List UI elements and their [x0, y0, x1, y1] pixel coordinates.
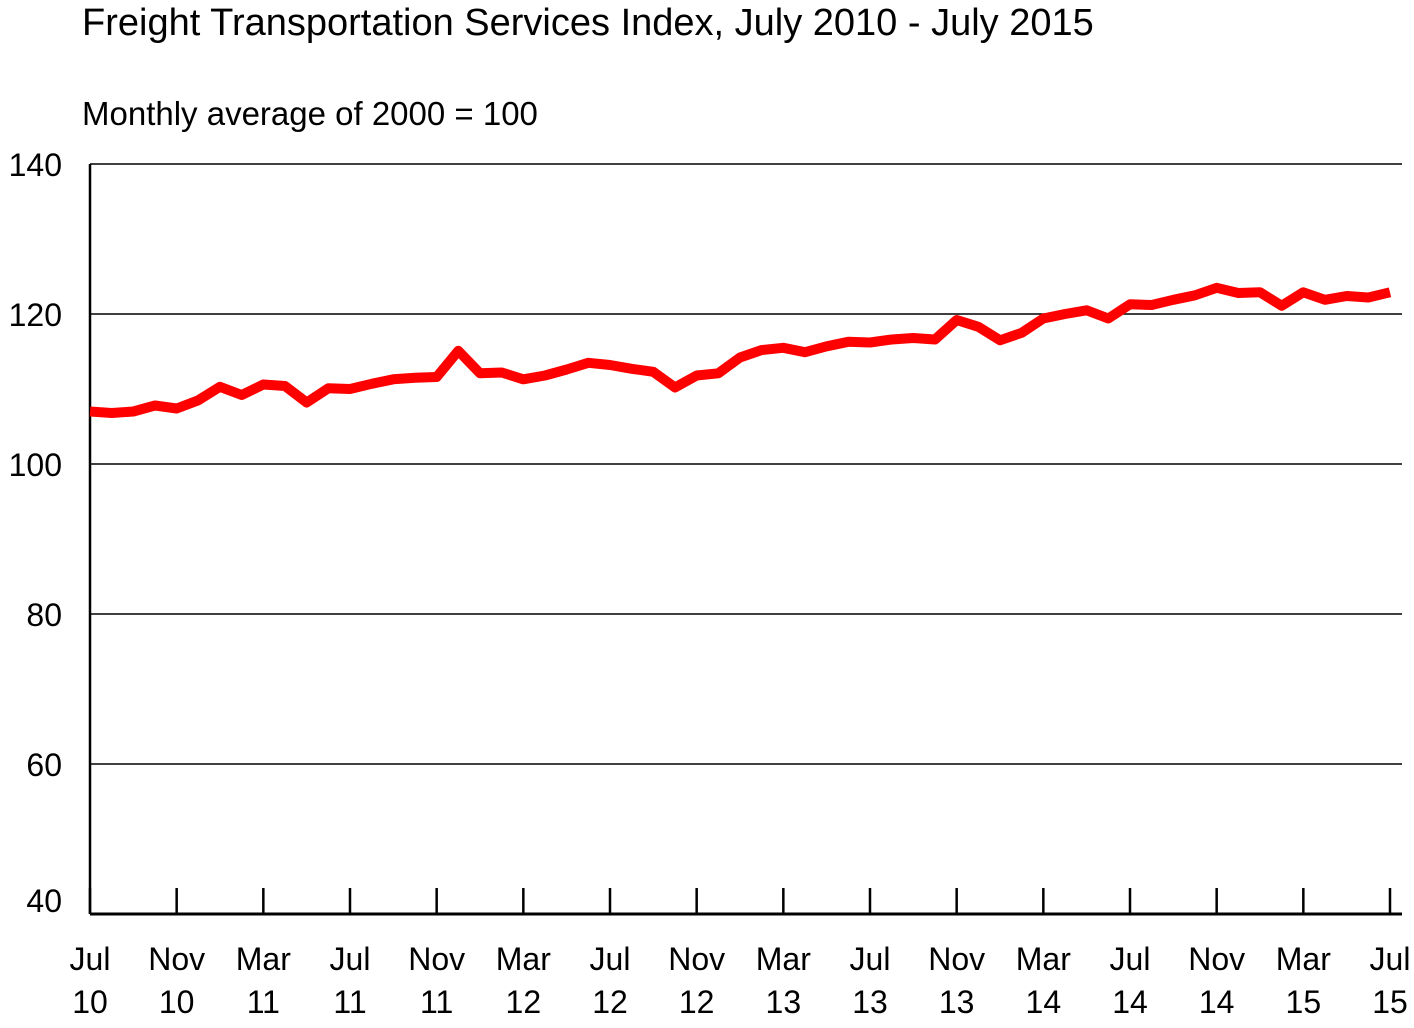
- x-tick-month: Mar: [496, 941, 551, 977]
- y-tick-labels: 40 60 80 100 120 140: [9, 147, 62, 919]
- x-tick-month: Jul: [1370, 941, 1411, 977]
- series-group: [89, 282, 1392, 418]
- y-tick-label-100: 100: [9, 447, 62, 483]
- x-tick-label-Jul-10: Jul 10: [70, 941, 111, 1020]
- x-tick-year: 13: [939, 984, 975, 1020]
- x-tick-year: 11: [247, 984, 280, 1020]
- x-tick-month: Mar: [1016, 941, 1071, 977]
- x-tick-month: Nov: [1188, 941, 1245, 977]
- y-tick-label-140: 140: [9, 147, 62, 183]
- x-tick-label-Jul-11: Jul 11: [330, 941, 371, 1020]
- x-tick-month: Jul: [850, 941, 891, 977]
- x-tick-year: 12: [506, 984, 542, 1020]
- x-tick-labels: Jul 10 Nov 10 Mar 11 Jul 11 Nov 11 Mar 12 Jul 12 Nov 12…: [70, 941, 1411, 1020]
- y-tick-label-120: 120: [9, 297, 62, 333]
- x-tick-year: 14: [1112, 984, 1148, 1020]
- x-tick-label-Jul-14: Jul 14: [1110, 941, 1151, 1020]
- x-tick-year: 15: [1286, 984, 1322, 1020]
- x-tick-year: 14: [1026, 984, 1062, 1020]
- x-tick-month: Jul: [330, 941, 371, 977]
- x-tick-year: 11: [333, 984, 366, 1020]
- x-tick-label-Mar-14: Mar 14: [1016, 941, 1071, 1020]
- x-tick-year: 13: [852, 984, 888, 1020]
- x-tick-month: Jul: [70, 941, 111, 977]
- gridlines: [90, 163, 1402, 765]
- x-tick-year: 10: [159, 984, 195, 1020]
- x-tick-month: Mar: [756, 941, 811, 977]
- chart-title: Freight Transportation Services Index, J…: [82, 2, 1094, 44]
- x-tick-label-Mar-15: Mar 15: [1276, 941, 1331, 1020]
- x-tick-month: Nov: [668, 941, 725, 977]
- x-tick-month: Mar: [236, 941, 291, 977]
- x-tick-year: 13: [766, 984, 802, 1020]
- x-tick-label-Mar-12: Mar 12: [496, 941, 551, 1020]
- x-tick-label-Jul-15: Jul 15: [1370, 941, 1411, 1020]
- x-tick-year: 10: [72, 984, 108, 1020]
- x-tick-year: 14: [1199, 984, 1235, 1020]
- x-tick-label-Nov-11: Nov 11: [408, 941, 465, 1020]
- series-line-0: [89, 282, 1392, 418]
- x-tick-month: Nov: [148, 941, 205, 977]
- chart-subtitle: Monthly average of 2000 = 100: [82, 95, 538, 132]
- x-tick-year: 11: [420, 984, 453, 1020]
- x-tick-year: 15: [1372, 984, 1408, 1020]
- y-tick-label-80: 80: [26, 597, 62, 633]
- y-tick-label-40: 40: [26, 883, 62, 919]
- x-tick-label-Mar-13: Mar 13: [756, 941, 811, 1020]
- x-tick-label-Nov-12: Nov 12: [668, 941, 725, 1020]
- x-tick-label-Nov-14: Nov 14: [1188, 941, 1245, 1020]
- x-tick-month: Nov: [408, 941, 465, 977]
- x-tick-year: 12: [592, 984, 628, 1020]
- x-tick-month: Nov: [928, 941, 985, 977]
- x-tick-month: Jul: [590, 941, 631, 977]
- x-tick-label-Mar-11: Mar 11: [236, 941, 291, 1020]
- x-tick-label-Jul-12: Jul 12: [590, 941, 631, 1020]
- axes: [88, 164, 1402, 916]
- x-tick-label-Nov-13: Nov 13: [928, 941, 985, 1020]
- x-tick-year: 12: [679, 984, 715, 1020]
- x-tick-month: Mar: [1276, 941, 1331, 977]
- x-tick-label-Jul-13: Jul 13: [850, 941, 891, 1020]
- y-tick-label-60: 60: [26, 747, 62, 783]
- x-tick-month: Jul: [1110, 941, 1151, 977]
- x-tick-label-Nov-10: Nov 10: [148, 941, 205, 1020]
